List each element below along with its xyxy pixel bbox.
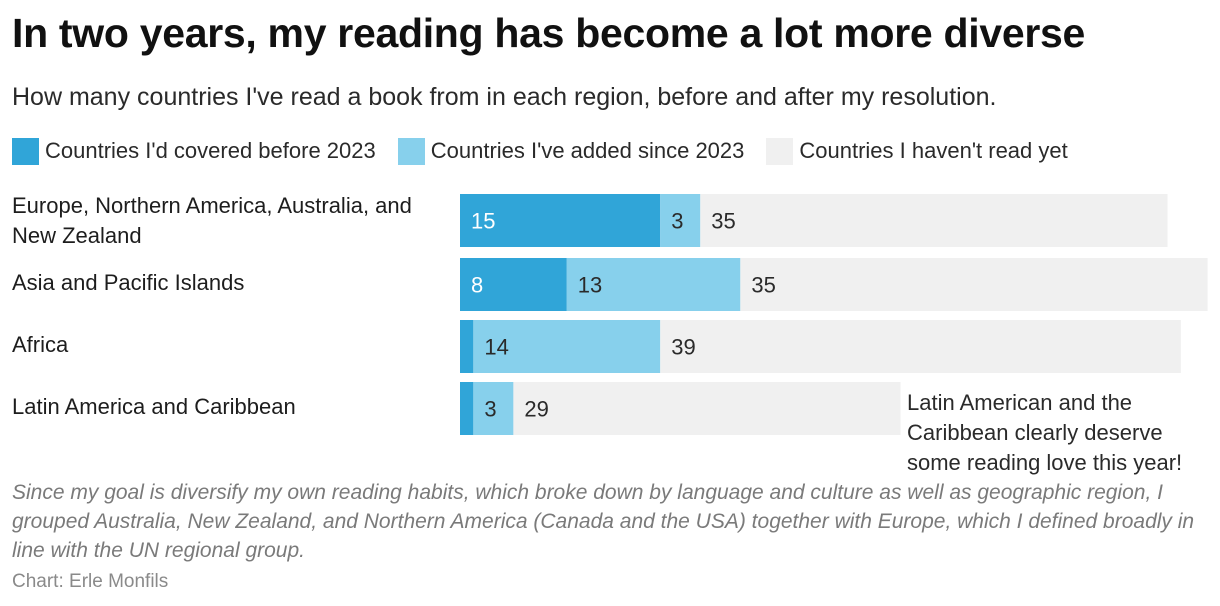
legend-label-not-read: Countries I haven't read yet [799,138,1068,163]
bar-latin-america-since-2023 [473,382,514,435]
bar-asia-not-read [740,258,1208,311]
value-label-latin-america-not-read: 29 [524,397,548,422]
legend-swatch-before-2023 [12,137,39,165]
legend: Countries I'd covered before 2023 Countr… [12,136,1090,166]
legend-label-before-2023: Countries I'd covered before 2023 [45,138,376,163]
bar-asia-before-2023 [460,258,567,311]
legend-item-before-2023: Countries I'd covered before 2023 [12,137,376,165]
value-label-latin-america-since-2023: 3 [484,397,496,422]
footnote: Since my goal is diversify my own readin… [12,481,1195,562]
legend-item-since-2023: Countries I've added since 2023 [397,137,745,165]
bar-europe-since-2023 [660,194,701,247]
bar-africa-not-read [660,320,1181,373]
row-label-africa: Africa [12,332,69,357]
bar-africa-since-2023 [473,320,661,373]
legend-item-not-read: Countries I haven't read yet [766,137,1068,165]
bar-africa-before-2023 [460,320,474,373]
chart-title: In two years, my reading has become a lo… [12,10,1085,56]
legend-swatch-not-read [766,137,794,165]
value-label-europe-since-2023: 3 [671,209,683,234]
value-label-asia-since-2023: 13 [578,273,602,298]
row-label-latin-america: Latin America and Caribbean [12,394,296,419]
annotation-latin-america: Latin American and the Caribbean clearly… [907,390,1183,475]
bar-latin-america-not-read [513,382,901,435]
bar-europe-before-2023 [460,194,661,247]
chart-source: Chart: Erle Monfils [12,571,169,592]
bar-asia-since-2023 [566,258,741,311]
chart-subtitle: How many countries I've read a book from… [12,83,997,111]
bar-latin-america-before-2023 [460,382,474,435]
value-label-africa-not-read: 39 [671,335,695,360]
value-label-asia-not-read: 35 [751,273,775,298]
value-label-europe-not-read: 35 [711,209,735,234]
row-label-asia: Asia and Pacific Islands [12,270,245,295]
value-label-africa-since-2023: 14 [484,335,508,360]
value-label-asia-before-2023: 8 [471,273,483,298]
value-label-europe-before-2023: 15 [471,209,495,234]
legend-label-since-2023: Countries I've added since 2023 [430,138,745,163]
legend-swatch-since-2023 [397,137,425,165]
bar-europe-not-read [700,194,1168,247]
row-label-europe: Europe, Northern America, Australia, and… [12,193,412,248]
